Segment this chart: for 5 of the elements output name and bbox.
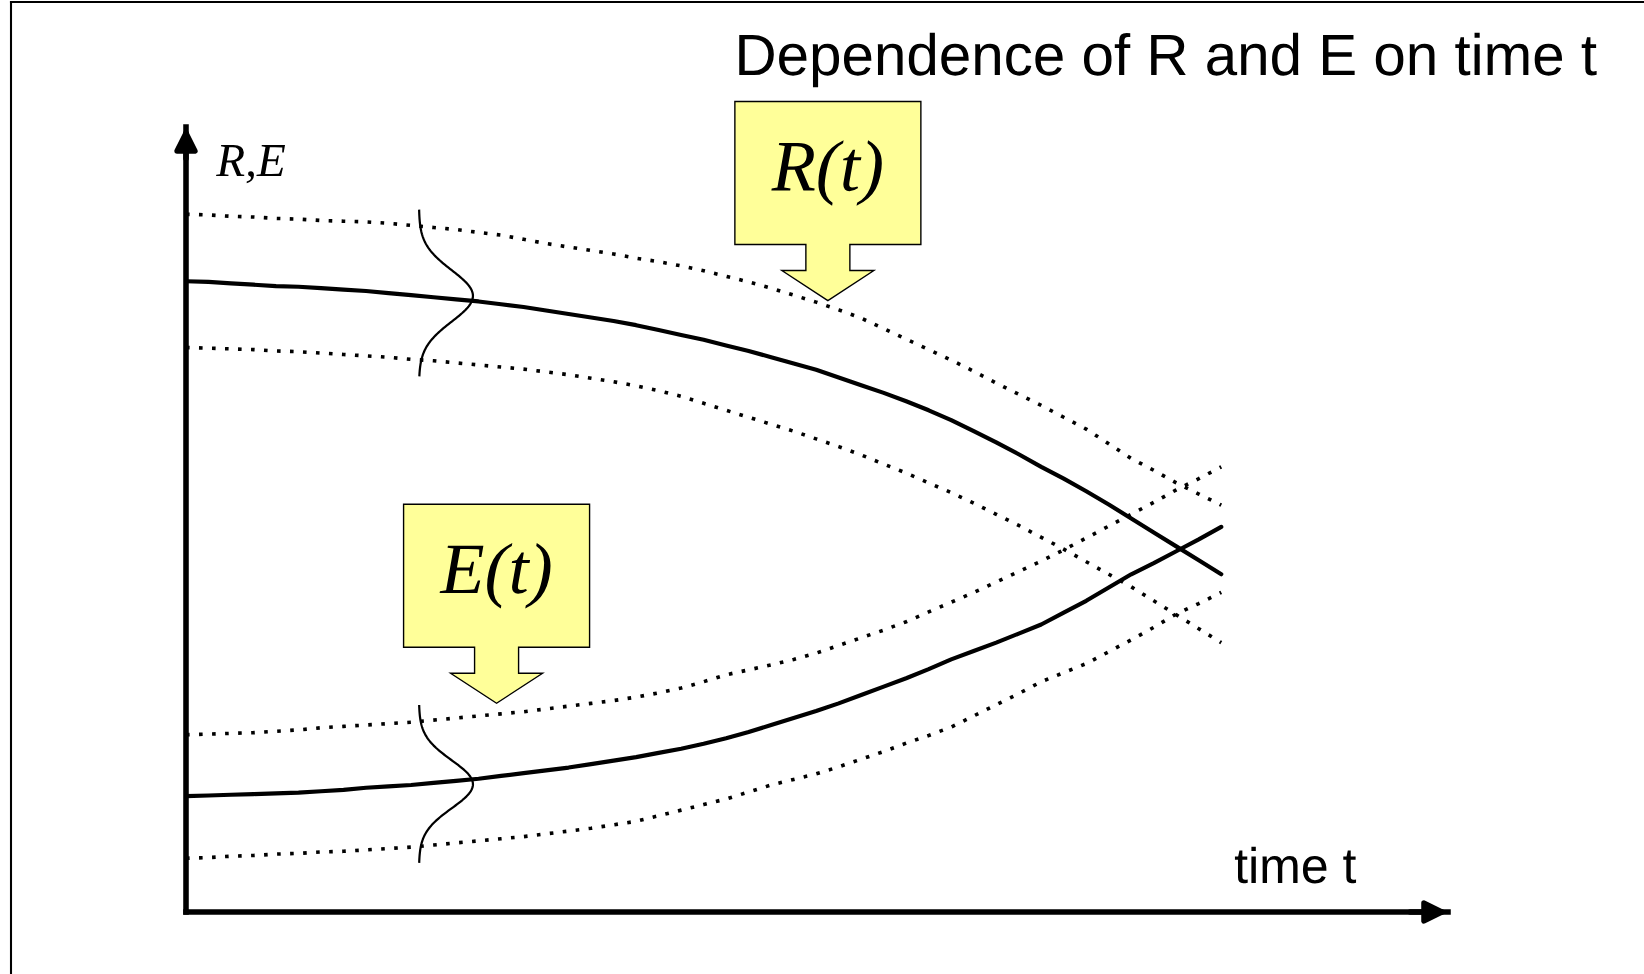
chart-title: Dependence of R and E on time t	[739, 32, 1597, 88]
x-axis-title: time t	[1234, 846, 1357, 884]
y-axis-title: R,E	[216, 145, 286, 184]
text: E(t)	[439, 542, 551, 609]
text: R(t)	[771, 140, 882, 206]
